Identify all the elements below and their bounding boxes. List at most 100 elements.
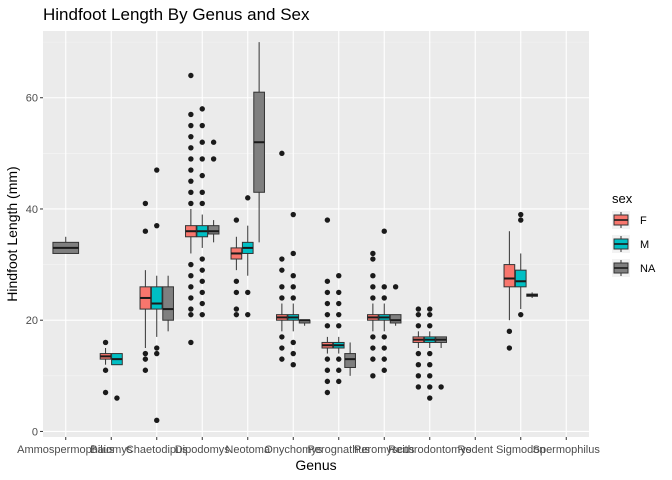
box-M-onychomys	[287, 211, 300, 368]
box-body	[503, 264, 516, 288]
outlier-point	[154, 350, 160, 357]
x-tick-label: Ammospermophilus	[17, 444, 115, 456]
outlier-point	[199, 267, 205, 273]
outlier-point	[518, 311, 524, 318]
outlier-point	[506, 345, 513, 351]
outlier-point	[381, 345, 387, 351]
outlier-point	[199, 289, 205, 296]
outlier-point	[336, 273, 342, 279]
box-body	[162, 286, 174, 321]
outlier-point	[381, 334, 387, 340]
outlier-point	[290, 361, 296, 368]
outlier-point	[415, 350, 422, 357]
outlier-point	[290, 211, 296, 218]
box-M-reithrodontomys	[423, 306, 436, 401]
box-F-baiomys	[99, 339, 112, 396]
box-NA-neotoma	[253, 42, 265, 243]
outlier-point	[506, 328, 513, 335]
outlier-point	[279, 334, 285, 340]
outlier-point	[392, 284, 399, 290]
outlier-point	[381, 356, 387, 362]
outlier-point	[290, 273, 296, 279]
outlier-point	[199, 311, 205, 318]
box-F-perognathus	[321, 217, 334, 396]
outlier-point	[188, 145, 194, 151]
x-tick-label: Spermophilus	[533, 444, 601, 456]
outlier-point	[199, 300, 205, 307]
outlier-point	[188, 295, 194, 301]
outlier-point	[188, 167, 194, 173]
x-tick-label: Perognathus	[308, 444, 371, 456]
outlier-point	[188, 156, 194, 162]
outlier-point	[427, 311, 433, 318]
outlier-point	[370, 284, 376, 290]
x-axis-title: Genus	[295, 457, 336, 473]
box-F-peromyscus	[367, 250, 379, 379]
outlier-point	[290, 284, 296, 290]
box-F-dipodomys	[185, 72, 197, 346]
outlier-point	[370, 334, 376, 340]
outlier-point	[245, 311, 251, 318]
x-tick-label: Baiomys	[90, 444, 133, 456]
outlier-point	[381, 228, 387, 234]
outlier-point	[336, 367, 342, 373]
outlier-point	[188, 284, 194, 290]
outlier-point	[518, 211, 524, 218]
outlier-point	[279, 284, 285, 290]
box-F-onychomys	[276, 150, 288, 362]
x-axis: AmmospermophilusBaiomysChaetodipusDipodo…	[17, 437, 600, 456]
outlier-point	[142, 200, 149, 207]
outlier-point	[415, 311, 422, 318]
box-NA-dipodomys	[207, 139, 220, 243]
outlier-point	[199, 139, 205, 145]
outlier-point	[415, 361, 422, 368]
outlier-point	[518, 217, 524, 223]
outlier-point	[290, 250, 296, 257]
outlier-point	[154, 222, 160, 229]
y-axis: 0 20 40 60	[26, 93, 43, 438]
outlier-point	[370, 356, 376, 362]
outlier-point	[324, 289, 331, 296]
outlier-point	[188, 189, 194, 195]
x-tick-label: Rodent	[458, 444, 493, 456]
x-tick-label: Onychomys	[264, 444, 323, 456]
box-body	[207, 225, 220, 235]
legend-label: F	[640, 215, 647, 227]
outlier-point	[188, 200, 194, 207]
outlier-point	[188, 339, 194, 346]
outlier-point	[324, 278, 331, 284]
outlier-point	[336, 323, 342, 329]
outlier-point	[142, 350, 149, 357]
outlier-point	[279, 267, 285, 273]
box-body	[514, 269, 527, 288]
box-series	[52, 42, 538, 424]
outlier-point	[324, 389, 331, 396]
x-tick-label: Chaetodipus	[126, 444, 188, 456]
outlier-point	[233, 278, 240, 284]
outlier-point	[427, 361, 433, 368]
box-F-sigmodon	[503, 231, 516, 351]
outlier-point	[233, 289, 240, 296]
outlier-point	[279, 356, 285, 362]
outlier-point	[427, 373, 433, 379]
outlier-point	[438, 384, 444, 390]
y-tick-label: 40	[26, 204, 38, 216]
outlier-point	[290, 350, 296, 357]
outlier-point	[188, 122, 194, 129]
outlier-point	[324, 378, 331, 385]
x-tick-label: Neotoma	[225, 444, 271, 456]
outlier-point	[142, 367, 149, 373]
outlier-point	[279, 150, 285, 157]
outlier-point	[290, 295, 296, 301]
outlier-point	[370, 250, 376, 257]
legend-label: NA	[640, 263, 656, 275]
outlier-point	[188, 178, 194, 184]
outlier-point	[154, 167, 160, 173]
outlier-point	[336, 289, 342, 296]
box-M-baiomys	[111, 353, 123, 401]
outlier-point	[154, 345, 160, 351]
outlier-point	[102, 339, 109, 346]
legend-label: M	[640, 239, 649, 251]
outlier-point	[199, 156, 205, 162]
